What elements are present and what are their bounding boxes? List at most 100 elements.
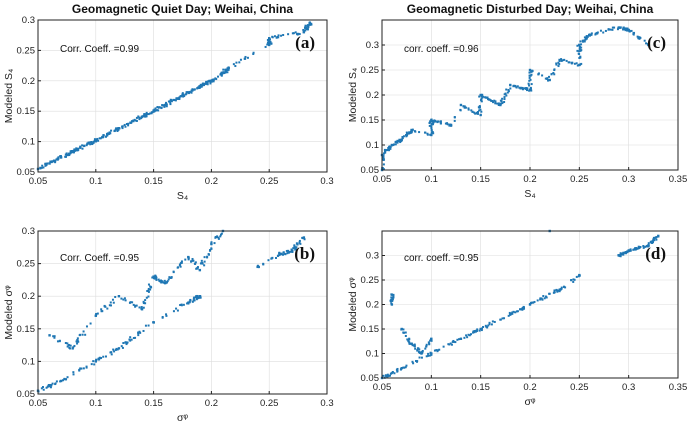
data-point bbox=[490, 323, 493, 326]
data-point bbox=[292, 247, 295, 250]
data-point bbox=[580, 43, 583, 46]
data-point bbox=[547, 75, 550, 78]
data-point bbox=[611, 28, 614, 31]
data-point bbox=[220, 74, 223, 77]
data-point bbox=[437, 120, 440, 123]
x-tick-label: 0.25 bbox=[260, 176, 279, 187]
data-point bbox=[102, 136, 105, 139]
data-point bbox=[590, 32, 593, 35]
chart-title: Geomagnetic Quiet Day; Weihai, China bbox=[72, 2, 293, 16]
data-point bbox=[530, 301, 533, 304]
data-point bbox=[479, 99, 482, 102]
data-point bbox=[278, 253, 281, 256]
data-point bbox=[430, 339, 433, 342]
data-point bbox=[294, 31, 297, 34]
data-point bbox=[528, 76, 531, 79]
x-tick-label: 0.1 bbox=[89, 398, 102, 409]
data-point bbox=[493, 99, 496, 102]
data-point bbox=[82, 367, 85, 370]
data-point bbox=[418, 356, 421, 359]
data-point bbox=[530, 83, 533, 86]
data-point bbox=[292, 32, 295, 35]
data-point bbox=[616, 28, 619, 31]
data-point bbox=[645, 42, 648, 45]
data-point bbox=[390, 144, 393, 147]
data-point bbox=[170, 276, 173, 279]
data-point bbox=[152, 275, 155, 278]
x-tick-label: 0.05 bbox=[373, 382, 392, 393]
data-point bbox=[572, 278, 575, 281]
data-point bbox=[142, 302, 145, 305]
data-point bbox=[153, 108, 156, 111]
x-tick-label: 0.25 bbox=[570, 174, 589, 185]
x-tick-label: 0.05 bbox=[29, 398, 48, 409]
data-point bbox=[244, 57, 247, 60]
data-point bbox=[382, 163, 385, 166]
data-point bbox=[161, 104, 164, 107]
data-point bbox=[131, 120, 134, 123]
data-point bbox=[165, 313, 168, 316]
data-point bbox=[189, 298, 192, 301]
data-point bbox=[180, 261, 183, 264]
data-point bbox=[181, 92, 184, 95]
data-point bbox=[516, 85, 519, 88]
data-point bbox=[578, 63, 581, 66]
data-point bbox=[54, 161, 57, 164]
data-point bbox=[478, 109, 481, 112]
data-point bbox=[81, 147, 84, 150]
data-point bbox=[478, 95, 481, 98]
data-point bbox=[430, 353, 433, 356]
x-axis-label: S₄ bbox=[524, 188, 535, 200]
data-point bbox=[217, 236, 220, 239]
data-point bbox=[142, 300, 145, 303]
data-point bbox=[427, 354, 430, 357]
correlation-annotation: corr. coeff. =0.95 bbox=[404, 253, 479, 264]
data-point bbox=[503, 317, 506, 320]
data-point bbox=[399, 368, 402, 371]
data-point bbox=[394, 141, 397, 144]
data-point bbox=[523, 307, 526, 310]
data-point bbox=[507, 88, 510, 91]
data-point bbox=[479, 108, 482, 111]
data-point bbox=[298, 239, 301, 242]
data-point bbox=[578, 48, 581, 51]
data-point bbox=[463, 336, 466, 339]
data-point bbox=[388, 146, 391, 149]
data-point bbox=[79, 367, 82, 370]
data-point bbox=[624, 29, 627, 32]
data-point bbox=[163, 281, 166, 284]
data-point bbox=[140, 115, 143, 118]
data-point bbox=[529, 74, 532, 77]
data-point bbox=[77, 148, 80, 151]
data-point bbox=[555, 62, 558, 65]
data-point bbox=[206, 81, 209, 84]
data-point bbox=[149, 112, 152, 115]
data-point bbox=[194, 261, 197, 264]
data-point bbox=[550, 73, 553, 76]
data-point bbox=[576, 49, 579, 52]
data-point bbox=[391, 298, 394, 301]
data-point bbox=[193, 88, 196, 91]
data-point bbox=[142, 329, 145, 332]
data-point bbox=[41, 164, 44, 167]
data-point bbox=[66, 345, 69, 348]
data-point bbox=[68, 344, 71, 347]
data-point bbox=[390, 296, 393, 299]
data-point bbox=[44, 163, 47, 166]
data-point bbox=[613, 26, 616, 29]
data-point bbox=[528, 74, 531, 77]
data-point bbox=[56, 158, 59, 161]
data-point bbox=[81, 144, 84, 147]
data-point bbox=[558, 63, 561, 66]
data-point bbox=[520, 86, 523, 89]
data-point bbox=[556, 289, 559, 292]
data-point bbox=[170, 100, 173, 103]
data-point bbox=[106, 134, 109, 137]
data-point bbox=[280, 34, 283, 37]
data-point bbox=[305, 26, 308, 29]
scatter-points bbox=[380, 229, 660, 380]
data-point bbox=[160, 279, 163, 282]
data-point bbox=[196, 267, 199, 270]
data-point bbox=[505, 88, 508, 91]
data-point bbox=[654, 236, 657, 239]
